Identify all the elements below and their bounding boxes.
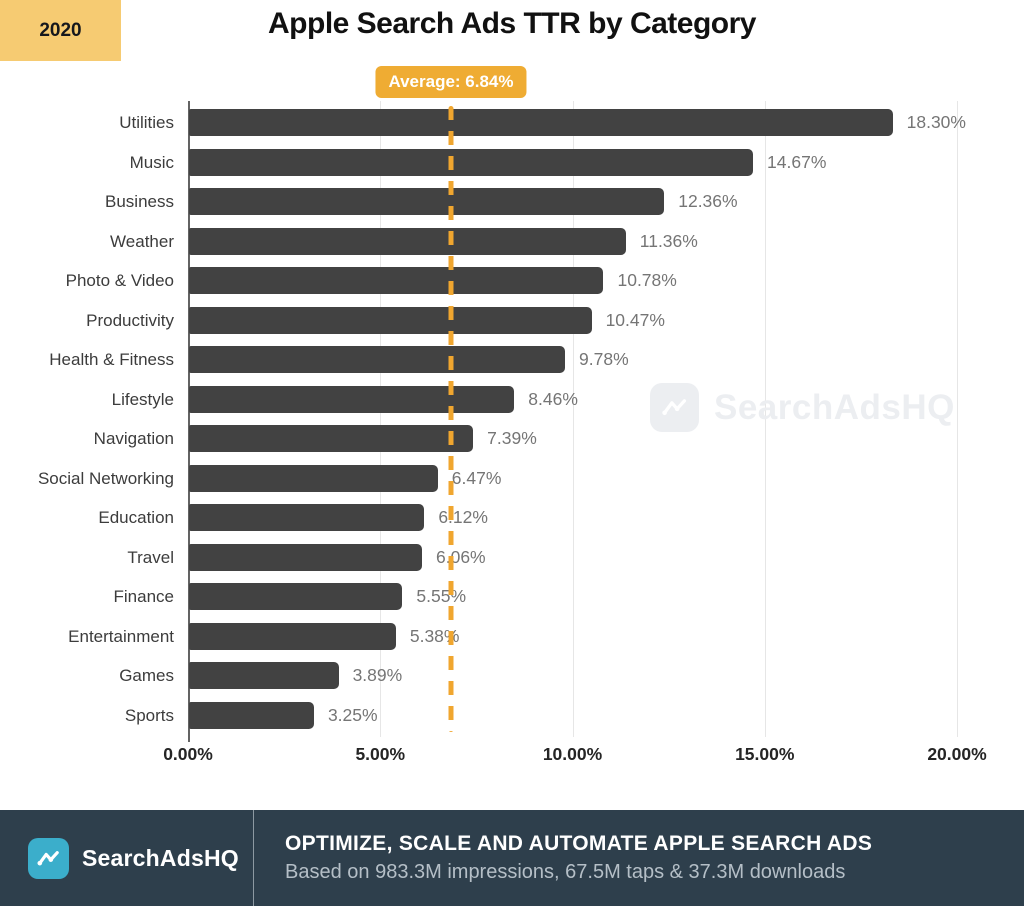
bar-row: Weather 11.36% bbox=[110, 222, 957, 262]
bar-value-label: 18.30% bbox=[906, 112, 966, 132]
x-tick-label: 5.00% bbox=[355, 744, 406, 764]
bar bbox=[189, 109, 893, 136]
bar-row: Travel 6.06% bbox=[127, 538, 957, 578]
category-label: Productivity bbox=[86, 310, 174, 330]
bar-value-label: 7.39% bbox=[487, 428, 537, 448]
bar bbox=[189, 148, 754, 176]
bar-row: Entertainment 5.38% bbox=[68, 617, 957, 657]
gridline bbox=[957, 101, 958, 737]
category-label: Social Networking bbox=[37, 468, 174, 488]
bar-row: Finance 5.55% bbox=[114, 577, 957, 617]
bar bbox=[189, 662, 339, 689]
bar bbox=[189, 267, 604, 294]
gridline bbox=[572, 101, 574, 737]
category-label: Entertainment bbox=[68, 626, 174, 646]
category-label: Games bbox=[119, 666, 174, 685]
bar bbox=[189, 385, 515, 413]
category-label: Photo & Video bbox=[65, 271, 174, 290]
footer: SearchAdsHQ OPTIMIZE, SCALE AND AUTOMATE… bbox=[0, 810, 1024, 906]
category-label: Finance bbox=[113, 587, 174, 606]
page-title: Apple Search Ads TTR by Category bbox=[268, 7, 757, 40]
x-tick-label: 15.00% bbox=[735, 744, 795, 764]
bar-value-label: 14.67% bbox=[767, 151, 827, 172]
category-label: Music bbox=[129, 152, 174, 172]
bar-value-label: 10.47% bbox=[605, 309, 665, 330]
y-axis-line bbox=[188, 101, 190, 742]
bar-value-label: 3.89% bbox=[352, 665, 403, 685]
bar-value-label: 11.36% bbox=[639, 230, 698, 251]
bar-row: Games 3.89% bbox=[119, 656, 957, 696]
average-line bbox=[448, 106, 454, 732]
category-label: Sports bbox=[124, 705, 174, 725]
bar bbox=[189, 583, 403, 610]
bar-row: Business 12.36% bbox=[105, 182, 957, 222]
category-label: Business bbox=[105, 192, 174, 211]
bar-value-label: 6.47% bbox=[451, 467, 502, 488]
bar bbox=[189, 701, 314, 729]
category-label: Health & Fitness bbox=[49, 350, 174, 369]
bar bbox=[189, 346, 566, 373]
bar-value-label: 8.46% bbox=[528, 388, 578, 409]
line-chart-icon bbox=[28, 837, 69, 879]
plot-area: Average: 6.84% Utilities 18.30% Music 14.67… bbox=[38, 66, 966, 742]
bar-row: Utilities 18.30% bbox=[119, 103, 966, 143]
bar bbox=[189, 306, 592, 334]
bar-row: Photo & Video 10.78% bbox=[66, 261, 957, 301]
bar bbox=[189, 227, 626, 255]
bar-row: Music 14.67% bbox=[130, 143, 957, 183]
gridline bbox=[764, 101, 766, 737]
year-badge: 2020 bbox=[0, 0, 121, 61]
category-label: Weather bbox=[110, 231, 174, 251]
category-label: Education bbox=[98, 508, 174, 527]
gridline bbox=[380, 101, 382, 737]
category-label: Lifestyle bbox=[111, 389, 174, 409]
bar-row: Education 6.12% bbox=[98, 498, 957, 538]
bar-value-label: 5.38% bbox=[409, 625, 460, 646]
x-tick-label: 0.00% bbox=[163, 744, 213, 764]
bar-value-label: 3.25% bbox=[327, 704, 378, 725]
bar bbox=[189, 504, 425, 531]
bar bbox=[189, 622, 396, 650]
bar bbox=[189, 188, 665, 215]
footer-brand-name: SearchAdsHQ bbox=[82, 844, 239, 871]
x-axis: 0.00% 5.00% 10.00% 15.00% 20.00% bbox=[163, 744, 986, 770]
average-badge: Average: 6.84% bbox=[375, 66, 527, 98]
bar-value-label: 12.36% bbox=[678, 191, 738, 211]
footer-brand: SearchAdsHQ bbox=[0, 810, 254, 906]
x-tick-label: 10.00% bbox=[542, 744, 603, 764]
category-label: Navigation bbox=[93, 429, 174, 448]
footer-headline: OPTIMIZE, SCALE AND AUTOMATE APPLE SEARC… bbox=[285, 832, 873, 855]
bar-row: Productivity 10.47% bbox=[86, 301, 957, 341]
bar-value-label: 10.78% bbox=[617, 270, 677, 290]
bar-row: Health & Fitness 9.78% bbox=[49, 340, 957, 380]
bar-row: Lifestyle 8.46% bbox=[112, 380, 957, 420]
bar bbox=[189, 425, 474, 452]
footer-subline: Based on 983.3M impressions, 67.5M taps … bbox=[285, 861, 846, 883]
bar-row: Sports 3.25% bbox=[125, 696, 957, 736]
bar-value-label: 6.12% bbox=[438, 507, 488, 527]
x-tick-label: 20.00% bbox=[927, 744, 987, 764]
bar bbox=[189, 543, 422, 571]
bar bbox=[189, 464, 438, 492]
bar-row: Navigation 7.39% bbox=[94, 419, 957, 459]
category-label: Utilities bbox=[119, 113, 174, 132]
bar-row: Social Networking 6.47% bbox=[38, 459, 957, 499]
bar-value-label: 6.06% bbox=[436, 546, 486, 567]
footer-text: OPTIMIZE, SCALE AND AUTOMATE APPLE SEARC… bbox=[254, 810, 872, 906]
category-label: Travel bbox=[127, 547, 174, 567]
bar-value-label: 5.55% bbox=[416, 586, 467, 606]
bar-value-label: 9.78% bbox=[579, 349, 629, 369]
